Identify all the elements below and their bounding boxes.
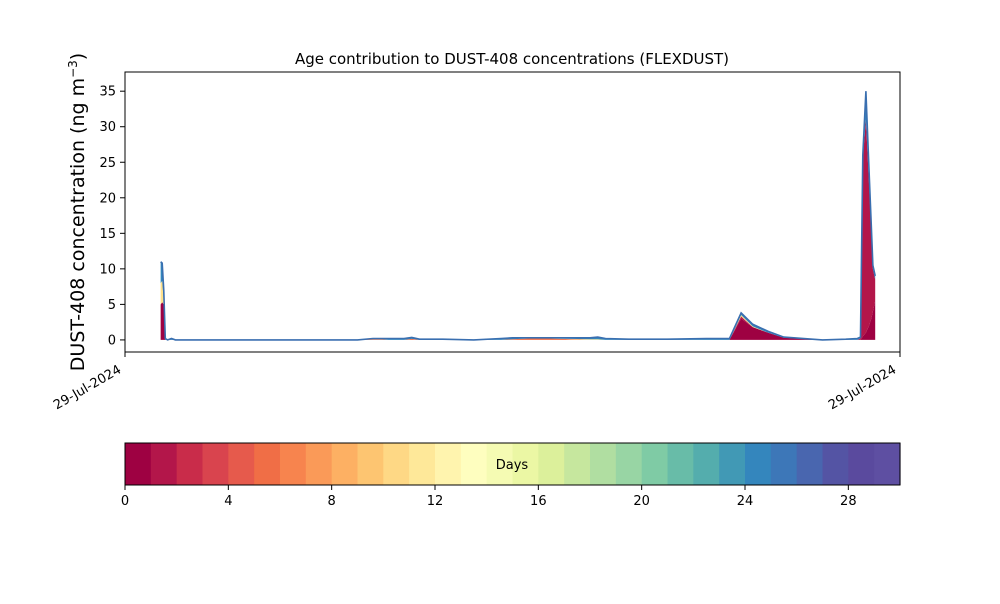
y-tick-label: 20: [99, 191, 116, 206]
colorbar-bin: [435, 443, 462, 485]
colorbar-bin: [331, 443, 359, 485]
colorbar-bin: [590, 443, 617, 485]
y-tick-label: 25: [99, 156, 116, 171]
series-area-0: [160, 300, 876, 340]
colorbar-bin: [693, 443, 720, 485]
colorbar-bin: [409, 443, 436, 485]
colorbar-bin: [357, 443, 384, 485]
colorbar-bin: [667, 443, 694, 485]
y-tick-label: 35: [99, 85, 116, 100]
x-tick-label: 29-Jul-2024: [826, 362, 899, 413]
colorbar-bins: [125, 443, 901, 485]
colorbar-frame: [124, 442, 901, 486]
colorbar-bin: [745, 443, 772, 485]
colorbar-tick-label: 24: [737, 494, 754, 509]
colorbar-tick-label: 20: [633, 494, 650, 509]
colorbar-bin: [770, 443, 798, 485]
colorbar-bin: [305, 443, 333, 485]
chart-title: Age contribution to DUST-408 concentrati…: [295, 50, 729, 68]
colorbar-bin: [176, 443, 204, 485]
colorbar-tick-label: 4: [224, 494, 232, 509]
colorbar-label: Days: [496, 458, 529, 473]
y-tick-label: 0: [108, 333, 116, 348]
total-line: [160, 91, 876, 341]
colorbar-bin: [460, 443, 488, 485]
colorbar-bin: [228, 443, 255, 485]
y-axis-label: DUST-408 concentration (ng m−3): [66, 53, 89, 371]
colorbar-bin: [822, 443, 849, 485]
y-tick-label: 10: [99, 262, 116, 277]
series-layer: [160, 91, 876, 341]
plot-area: [124, 71, 901, 353]
colorbar-bin: [486, 443, 514, 485]
colorbar-bin: [512, 443, 539, 485]
colorbar-bin: [615, 443, 643, 485]
y-tick-label: 15: [99, 227, 116, 242]
colorbar-bin: [848, 443, 875, 485]
colorbar: Days 0 4 8 12 16 20 24 28: [121, 442, 901, 509]
colorbar-bin: [796, 443, 824, 485]
colorbar-bin: [564, 443, 591, 485]
series-area-1: [160, 119, 876, 340]
colorbar-bin: [280, 443, 307, 485]
colorbar-bin: [254, 443, 281, 485]
colorbar-bin: [641, 443, 669, 485]
y-axis: 0 5 10 15 20 25 30 35: [99, 85, 125, 348]
colorbar-tick-label: 8: [328, 494, 336, 509]
colorbar-bin: [383, 443, 410, 485]
colorbar-tick-label: 16: [530, 494, 547, 509]
series-area-3: [160, 119, 876, 340]
colorbar-bin: [538, 443, 565, 485]
colorbar-bin: [202, 443, 229, 485]
colorbar-ticks: 0 4 8 12 16 20 24 28: [121, 485, 857, 509]
colorbar-bin: [125, 443, 152, 485]
colorbar-tick-label: 28: [840, 494, 857, 509]
colorbar-bin: [874, 443, 901, 485]
colorbar-bin: [719, 443, 746, 485]
colorbar-tick-label: 12: [427, 494, 444, 509]
plot-frame: [124, 71, 901, 353]
colorbar-tick-label: 0: [121, 494, 129, 509]
colorbar-bin: [150, 443, 178, 485]
y-tick-label: 5: [108, 298, 116, 313]
y-tick-label: 30: [99, 120, 116, 135]
series-area-2: [160, 119, 876, 340]
series-area-4: [160, 91, 876, 340]
x-axis: 29-Jul-2024 29-Jul-2024: [51, 352, 901, 413]
